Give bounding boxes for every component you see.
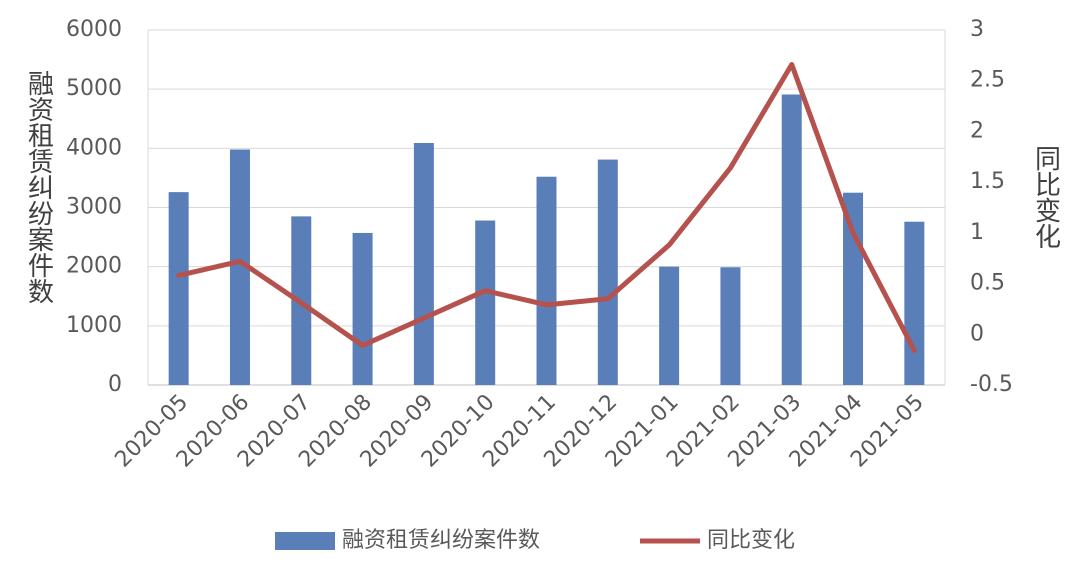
bar (352, 232, 373, 385)
y-axis-title: 融资租赁纠纷案件数 (24, 70, 54, 304)
bar (475, 220, 496, 385)
y-tick-label: 3000 (66, 195, 122, 220)
bar (536, 176, 557, 385)
y2-tick-label: 3 (970, 17, 984, 42)
y2-tick-label: 0 (970, 321, 984, 346)
y2-tick-label: 1.5 (970, 169, 1005, 194)
y2-tick-label: 1 (970, 220, 984, 245)
bar (659, 266, 680, 385)
y2-axis-title: 同比变化 (1031, 145, 1061, 249)
y-tick-label: 4000 (66, 135, 122, 160)
y-tick-label: 5000 (66, 76, 122, 101)
y2-tick-label: 0.5 (970, 271, 1005, 296)
bar (413, 143, 434, 385)
legend-label: 同比变化 (707, 528, 795, 553)
bar (597, 159, 618, 385)
y2-tick-label: -0.5 (970, 372, 1013, 397)
y-tick-label: 6000 (66, 17, 122, 42)
bar (843, 192, 864, 385)
line (176, 61, 917, 354)
bar (168, 192, 189, 385)
legend-swatch (275, 532, 335, 550)
y2-tick-label: 2.5 (970, 68, 1005, 93)
legend-label: 融资租赁纠纷案件数 (342, 528, 540, 553)
bar (904, 221, 925, 385)
y-tick-label: 0 (108, 372, 122, 397)
y2-tick-label: 2 (970, 118, 984, 143)
y-tick-label: 1000 (66, 313, 122, 338)
y-tick-label: 2000 (66, 254, 122, 279)
bar (720, 267, 741, 385)
bar (229, 149, 250, 385)
bar (781, 94, 802, 385)
